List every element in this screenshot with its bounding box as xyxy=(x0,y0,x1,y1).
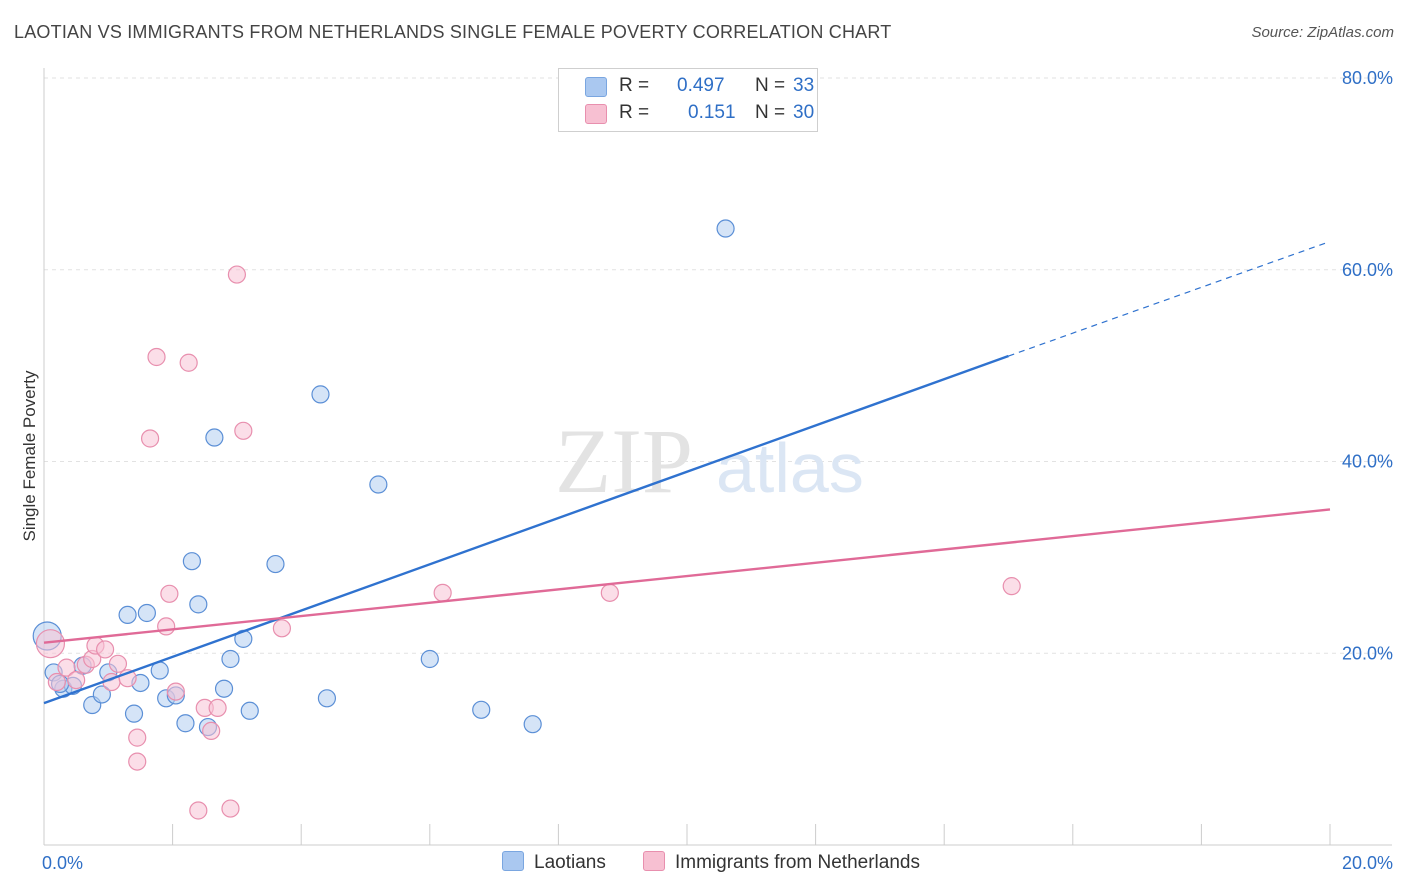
source-label: Source: ZipAtlas.com xyxy=(1251,24,1394,41)
scatter-point xyxy=(420,649,439,669)
scatter-point xyxy=(202,721,221,741)
bottom-legend-netherlands: Immigrants from Netherlands xyxy=(643,851,920,874)
scatter-point xyxy=(1002,577,1021,596)
scatter-point xyxy=(189,801,208,820)
r-label: R = xyxy=(619,75,650,96)
x-tick-label: 0.0% xyxy=(42,853,83,873)
tick-labels: 20.0% 40.0% 60.0% 80.0% 0.0% 20.0% xyxy=(42,68,1393,873)
scatter-point xyxy=(716,219,735,238)
scatter-point xyxy=(205,428,224,447)
bottom-legend-label-laotians: Laotians xyxy=(534,852,606,873)
n-label: N = xyxy=(755,75,786,96)
scatter-point xyxy=(67,670,86,690)
scatter-point xyxy=(108,654,128,673)
scatter-point xyxy=(311,385,330,404)
correlation-legend: R = 0.497 N = 33 R = 0.151 N = 30 xyxy=(558,68,818,132)
scatter-point xyxy=(433,583,452,602)
scatter-point xyxy=(92,685,111,704)
scatter-point xyxy=(182,552,201,571)
scatter-point xyxy=(160,584,179,603)
y-tick-label: 40.0% xyxy=(1342,452,1393,472)
scatter-point xyxy=(166,682,185,701)
chart-title: LAOTIAN VS IMMIGRANTS FROM NETHERLANDS S… xyxy=(14,22,892,42)
trend-line-laotians xyxy=(43,354,1009,705)
grid-lines xyxy=(44,77,1392,654)
r-label: R = xyxy=(619,102,650,123)
scatter-point xyxy=(600,583,619,602)
trend-line-netherlands xyxy=(43,508,1331,644)
scatter-point xyxy=(221,799,240,818)
scatter-point xyxy=(227,265,246,284)
scatter-point xyxy=(147,347,166,367)
bottom-legend-label-netherlands: Immigrants from Netherlands xyxy=(675,852,920,873)
watermark-atlas: atlas xyxy=(716,429,864,507)
scatter-point xyxy=(57,658,76,677)
trend-lines xyxy=(43,242,1331,705)
scatter-point xyxy=(266,554,285,574)
y-tick-label: 20.0% xyxy=(1342,643,1393,663)
scatter-point xyxy=(214,679,234,698)
scatter-point xyxy=(240,701,259,720)
scatter-point xyxy=(140,429,160,448)
scatter-point xyxy=(47,672,66,692)
scatter-point xyxy=(118,605,137,625)
watermark-zip: ZIP xyxy=(555,410,693,512)
scatter-point xyxy=(35,629,66,659)
scatter-point xyxy=(95,640,115,659)
scatter-point xyxy=(124,704,144,723)
bottom-legend-swatch-laotians xyxy=(502,851,524,871)
n-label: N = xyxy=(755,102,786,123)
scatter-point xyxy=(179,353,198,372)
r-value-laotians: 0.497 xyxy=(677,75,725,96)
n-value-netherlands: 30 xyxy=(793,102,815,123)
scatter-point xyxy=(272,619,292,638)
scatter-point xyxy=(234,421,253,440)
y-axis-label: Single Female Poverty xyxy=(20,370,39,542)
r-value-netherlands: 0.151 xyxy=(688,102,736,123)
scatter-point xyxy=(128,752,147,771)
x-tick-label: 20.0% xyxy=(1342,853,1393,873)
n-value-laotians: 33 xyxy=(793,75,815,96)
scatter-point xyxy=(137,603,156,623)
scatter-point xyxy=(369,475,388,494)
series-netherlands-points xyxy=(35,265,1021,820)
scatter-point xyxy=(176,714,195,733)
scatter-point xyxy=(472,700,491,719)
y-tick-label: 80.0% xyxy=(1342,68,1393,88)
scatter-point xyxy=(157,617,176,636)
axes xyxy=(43,68,1392,846)
y-tick-label: 60.0% xyxy=(1342,260,1393,280)
scatter-point xyxy=(189,595,208,614)
legend-swatch-netherlands xyxy=(585,104,607,124)
bottom-legend-laotians: Laotians xyxy=(502,851,606,874)
scatter-point xyxy=(221,649,240,669)
bottom-legend-swatch-netherlands xyxy=(643,851,665,871)
trend-line-laotians-extension xyxy=(1008,242,1327,357)
scatter-point xyxy=(317,689,337,708)
legend-swatch-laotians xyxy=(585,77,607,97)
scatter-point xyxy=(523,715,542,734)
scatter-point xyxy=(128,728,147,747)
scatter-point xyxy=(208,698,227,717)
